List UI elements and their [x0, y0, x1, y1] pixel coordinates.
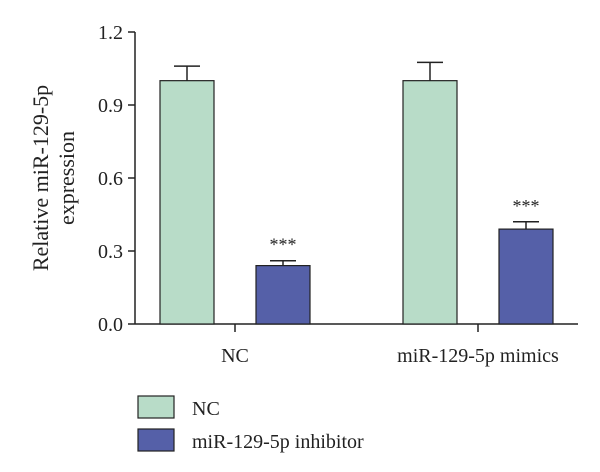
y-axis-label-line: expression: [54, 131, 79, 225]
significance-label: ***: [270, 235, 297, 255]
legend: NC miR-129-5p inhibitor: [137, 395, 364, 453]
y-tick-label: 0.0: [98, 314, 123, 336]
x-tick-label: miR-129-5p mimics: [397, 345, 559, 367]
bars: *** ***: [159, 61, 554, 325]
legend-swatch: [137, 428, 175, 452]
y-tick-label: 0.3: [98, 241, 123, 263]
y-axis-label-line: Relative miR-129-5p: [28, 85, 53, 271]
bar: [498, 228, 554, 325]
bar: [402, 80, 458, 325]
legend-label: miR-129-5p inhibitor: [192, 431, 364, 453]
legend-label: NC: [192, 398, 220, 420]
y-tick-label: 0.6: [98, 168, 123, 190]
y-axis-label-group: Relative miR-129-5p expression: [28, 85, 79, 271]
significance-label: ***: [513, 196, 540, 216]
y-tick-label: 0.9: [98, 95, 123, 117]
bar: [255, 265, 311, 325]
y-tick-label: 1.2: [98, 22, 123, 44]
x-tick-label: NC: [221, 345, 249, 367]
legend-swatch: [137, 395, 175, 419]
y-axis-label: Relative miR-129-5p expression: [28, 85, 79, 271]
bar: [159, 80, 215, 325]
